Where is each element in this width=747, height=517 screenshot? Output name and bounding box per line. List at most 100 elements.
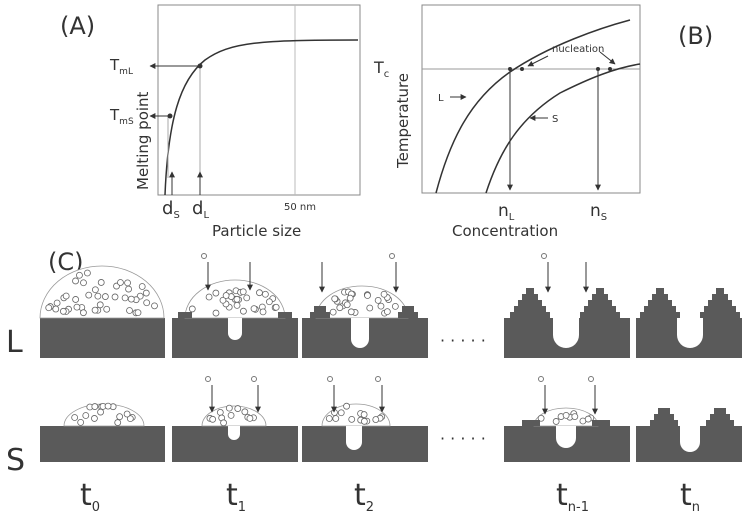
terrace bbox=[580, 312, 620, 318]
ds-point bbox=[167, 113, 173, 119]
atom bbox=[212, 309, 220, 317]
time-label-1: t1 bbox=[226, 478, 246, 515]
curve-s bbox=[485, 63, 641, 194]
etch-pit bbox=[228, 318, 242, 340]
terrace bbox=[584, 306, 616, 312]
atom bbox=[250, 305, 258, 313]
incoming-atom bbox=[205, 376, 211, 382]
time-label-0: t0 bbox=[80, 478, 100, 515]
terrace bbox=[710, 414, 730, 420]
incoming-atom bbox=[327, 376, 333, 382]
terrace bbox=[716, 288, 724, 294]
atom bbox=[259, 308, 267, 316]
atom bbox=[91, 403, 99, 410]
atom bbox=[97, 279, 105, 286]
terrace bbox=[650, 420, 678, 426]
atom bbox=[123, 410, 131, 418]
terrace bbox=[592, 294, 608, 300]
atom bbox=[256, 289, 263, 297]
atom bbox=[219, 296, 227, 304]
atom bbox=[91, 415, 98, 422]
s-intersection-point bbox=[596, 67, 600, 71]
atom bbox=[94, 292, 102, 300]
atom bbox=[374, 296, 382, 304]
atom bbox=[111, 293, 119, 301]
atom bbox=[53, 299, 61, 307]
atom bbox=[571, 413, 579, 420]
atom bbox=[391, 302, 399, 310]
panel-a-xlabel: Particle size bbox=[212, 222, 301, 240]
panel-b-frame bbox=[421, 4, 641, 194]
atom bbox=[360, 417, 368, 425]
terrace bbox=[654, 414, 674, 420]
atom bbox=[346, 294, 354, 302]
atom bbox=[80, 279, 87, 287]
atom bbox=[241, 408, 249, 416]
atom bbox=[116, 413, 124, 421]
terrace bbox=[652, 294, 668, 300]
ds-label: dS bbox=[162, 198, 180, 221]
atom bbox=[562, 411, 570, 419]
atom bbox=[377, 302, 385, 310]
terrace bbox=[278, 312, 292, 318]
atom bbox=[77, 418, 85, 426]
incoming-atom bbox=[201, 253, 207, 259]
substrate-s-0 bbox=[40, 426, 165, 462]
terrace bbox=[704, 306, 736, 312]
panel-a: (A) Melting point Particle size 50 nm Tm… bbox=[60, 4, 361, 240]
atom bbox=[134, 309, 142, 317]
row-l bbox=[39, 253, 742, 358]
atom bbox=[121, 294, 129, 302]
atom bbox=[76, 271, 83, 279]
nucleation-arrow-l bbox=[527, 55, 549, 67]
atom bbox=[125, 285, 132, 293]
incoming-atom bbox=[541, 253, 547, 259]
panel-b-ylabel: Temperature bbox=[394, 73, 412, 169]
terrace bbox=[314, 306, 326, 312]
atom bbox=[91, 306, 99, 314]
terrace bbox=[588, 300, 612, 306]
etch-pit bbox=[680, 426, 700, 452]
panel-b: (B) nucleation L S Temperature Concentra… bbox=[373, 4, 713, 240]
atom bbox=[552, 418, 560, 425]
atom bbox=[364, 292, 371, 299]
incoming-atom bbox=[251, 376, 257, 382]
nl-label: nL bbox=[498, 201, 515, 223]
ellipsis-s: · · · · · bbox=[440, 429, 486, 448]
atom bbox=[227, 411, 235, 419]
atom bbox=[205, 293, 213, 301]
atom bbox=[62, 292, 70, 300]
panel-b-xlabel: Concentration bbox=[452, 222, 558, 240]
atom bbox=[126, 415, 134, 423]
etch-pit bbox=[228, 426, 240, 440]
terrace bbox=[644, 306, 676, 312]
atom bbox=[59, 307, 67, 315]
tms-label: TmS bbox=[109, 106, 134, 127]
terrace bbox=[656, 288, 664, 294]
curve-l-label: L bbox=[438, 93, 444, 104]
terrace bbox=[706, 420, 734, 426]
row-s-label: S bbox=[6, 443, 25, 478]
atom bbox=[127, 295, 135, 303]
atom bbox=[222, 292, 230, 299]
atom bbox=[233, 301, 241, 309]
terrace bbox=[402, 306, 414, 312]
panel-a-frame bbox=[157, 4, 361, 196]
atom bbox=[380, 290, 388, 298]
atom bbox=[239, 288, 247, 296]
atom bbox=[84, 269, 91, 277]
incoming-atom bbox=[375, 376, 381, 382]
atom bbox=[240, 307, 247, 315]
terrace bbox=[700, 312, 740, 318]
panel-c: (C) L S · · · · · · · · · · t0 t1 t2 tn-… bbox=[6, 248, 742, 515]
time-label-n-1: tn-1 bbox=[556, 478, 589, 515]
atom bbox=[329, 308, 337, 316]
terrace bbox=[648, 300, 672, 306]
atom bbox=[584, 415, 592, 423]
atom bbox=[91, 286, 99, 294]
atom bbox=[337, 409, 345, 417]
terrace bbox=[712, 294, 728, 300]
incoming-atom bbox=[389, 253, 395, 259]
tc-label: Tc bbox=[373, 58, 389, 80]
